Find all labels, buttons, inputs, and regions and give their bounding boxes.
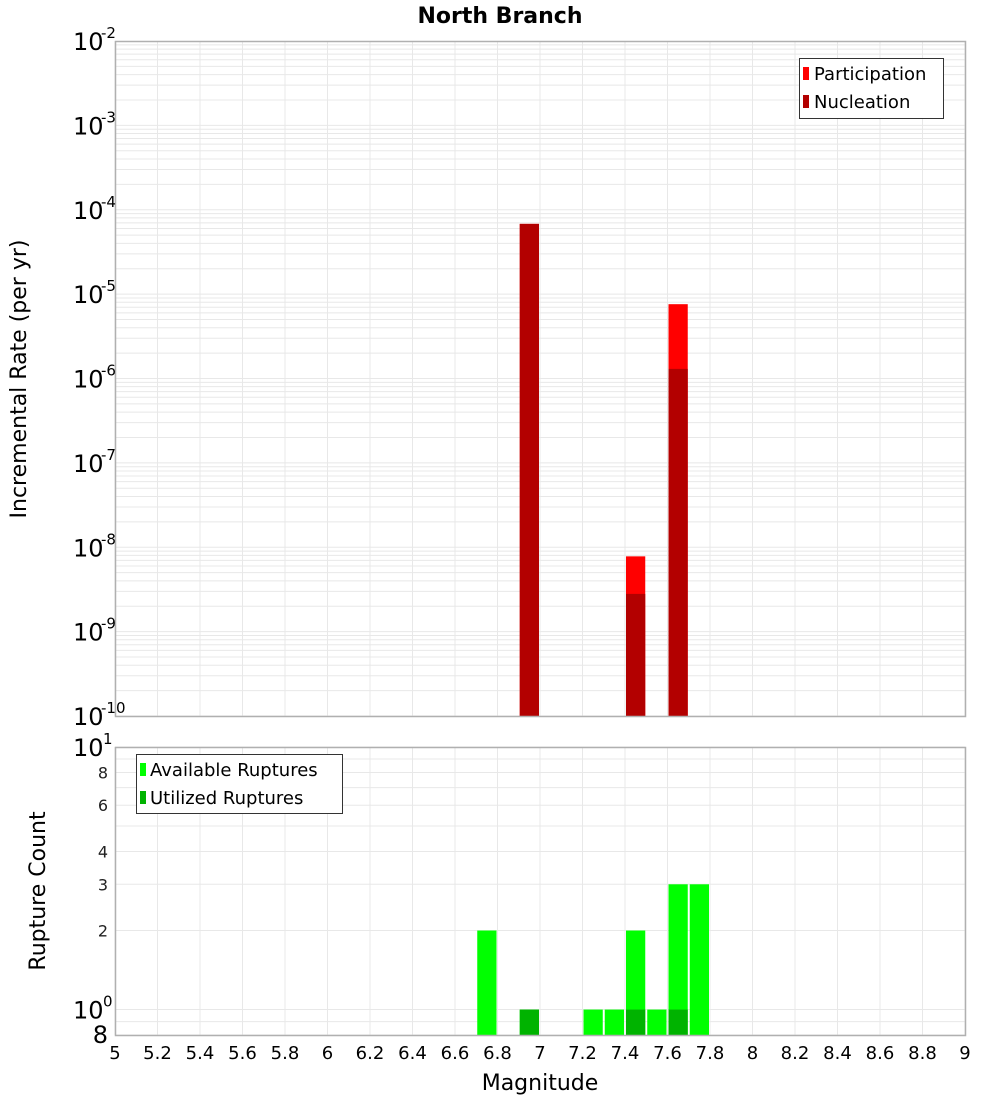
svg-text:6.6: 6.6 [441,1043,470,1064]
svg-text:8.6: 8.6 [866,1043,895,1064]
top-y-axis-ticks: 10-210-310-410-510-610-710-810-910-10 [73,24,126,731]
bottom-plot-bars [477,884,709,1035]
svg-text:10: 10 [73,450,104,478]
legend-available-ruptures: Available Ruptures [150,760,318,781]
svg-text:8.8: 8.8 [908,1043,937,1064]
svg-text:5.2: 5.2 [143,1043,172,1064]
bar-nucleation [520,224,539,716]
magnitude-frequency-chart: North Branch 10-210-310-410-510-610-710-… [0,0,1000,1100]
bottom-y-axis-ticks: 101100864328 [73,730,113,1049]
svg-text:10: 10 [73,112,104,140]
svg-text:5.6: 5.6 [228,1043,257,1064]
bar-available-ruptures [477,931,496,1035]
bar-available-ruptures [605,1010,624,1035]
svg-text:-9: -9 [101,615,116,633]
svg-text:5: 5 [109,1043,120,1064]
top-plot-grid [115,41,965,716]
available-swatch [140,763,146,776]
svg-text:3: 3 [98,875,108,894]
svg-text:8.4: 8.4 [823,1043,852,1064]
svg-text:-10: -10 [101,699,126,717]
svg-text:7.8: 7.8 [696,1043,725,1064]
svg-text:10: 10 [73,734,104,762]
svg-text:-2: -2 [101,24,116,42]
svg-text:2: 2 [98,922,108,941]
svg-text:7.2: 7.2 [568,1043,597,1064]
svg-text:6.8: 6.8 [483,1043,512,1064]
bar-available-ruptures [647,1010,666,1035]
svg-text:7: 7 [534,1043,545,1064]
svg-text:6: 6 [98,796,108,815]
bar-utilized-ruptures [520,1010,539,1035]
svg-text:10: 10 [73,534,104,562]
svg-text:7.4: 7.4 [611,1043,640,1064]
top-y-axis-label: Incremental Rate (per yr) [7,240,32,519]
svg-text:-6: -6 [101,362,116,380]
x-axis-label: Magnitude [482,1071,599,1096]
bar-nucleation [626,594,645,716]
participation-swatch [803,67,809,80]
utilized-swatch [140,791,146,804]
svg-text:8: 8 [747,1043,758,1064]
svg-text:10: 10 [73,619,104,647]
svg-text:7.6: 7.6 [653,1043,682,1064]
legend-participation: Participation [814,64,926,85]
bar-available-ruptures [690,884,709,1035]
bottom-y-axis-label: Rupture Count [26,811,51,971]
svg-text:5.4: 5.4 [186,1043,215,1064]
svg-text:-4: -4 [101,193,116,211]
svg-text:-5: -5 [101,277,116,295]
svg-text:6.2: 6.2 [356,1043,385,1064]
svg-text:9: 9 [959,1043,970,1064]
svg-text:6.4: 6.4 [398,1043,427,1064]
x-axis-ticks: 5 5.2 5.4 5.6 5.8 6 6.2 6.4 6.6 6.8 7 7.2 7.4 7.6 7.8 8… [109,1043,970,1064]
svg-text:8: 8 [93,1021,108,1049]
svg-text:4: 4 [98,842,108,861]
svg-text:10: 10 [73,703,104,731]
svg-text:8: 8 [98,763,108,782]
bar-utilized-ruptures [669,1010,688,1035]
chart-title: North Branch [417,4,582,29]
svg-text:-7: -7 [101,446,116,464]
bar-available-ruptures [584,1010,603,1035]
legend-utilized-ruptures: Utilized Ruptures [150,788,303,809]
svg-text:6: 6 [322,1043,333,1064]
svg-text:10: 10 [73,197,104,225]
svg-text:0: 0 [103,993,113,1011]
bar-utilized-ruptures [626,1010,645,1035]
nucleation-swatch [803,95,809,108]
top-legend: Participation Nucleation [800,59,944,119]
bar-nucleation [669,369,688,716]
legend-nucleation: Nucleation [814,92,910,113]
svg-text:8.2: 8.2 [781,1043,810,1064]
svg-text:1: 1 [103,730,113,748]
svg-text:5.8: 5.8 [271,1043,300,1064]
svg-text:10: 10 [73,281,104,309]
svg-text:10: 10 [73,28,104,56]
bottom-legend: Available Ruptures Utilized Ruptures [137,755,343,814]
svg-text:-8: -8 [101,530,116,548]
svg-text:10: 10 [73,366,104,394]
svg-text:-3: -3 [101,108,116,126]
